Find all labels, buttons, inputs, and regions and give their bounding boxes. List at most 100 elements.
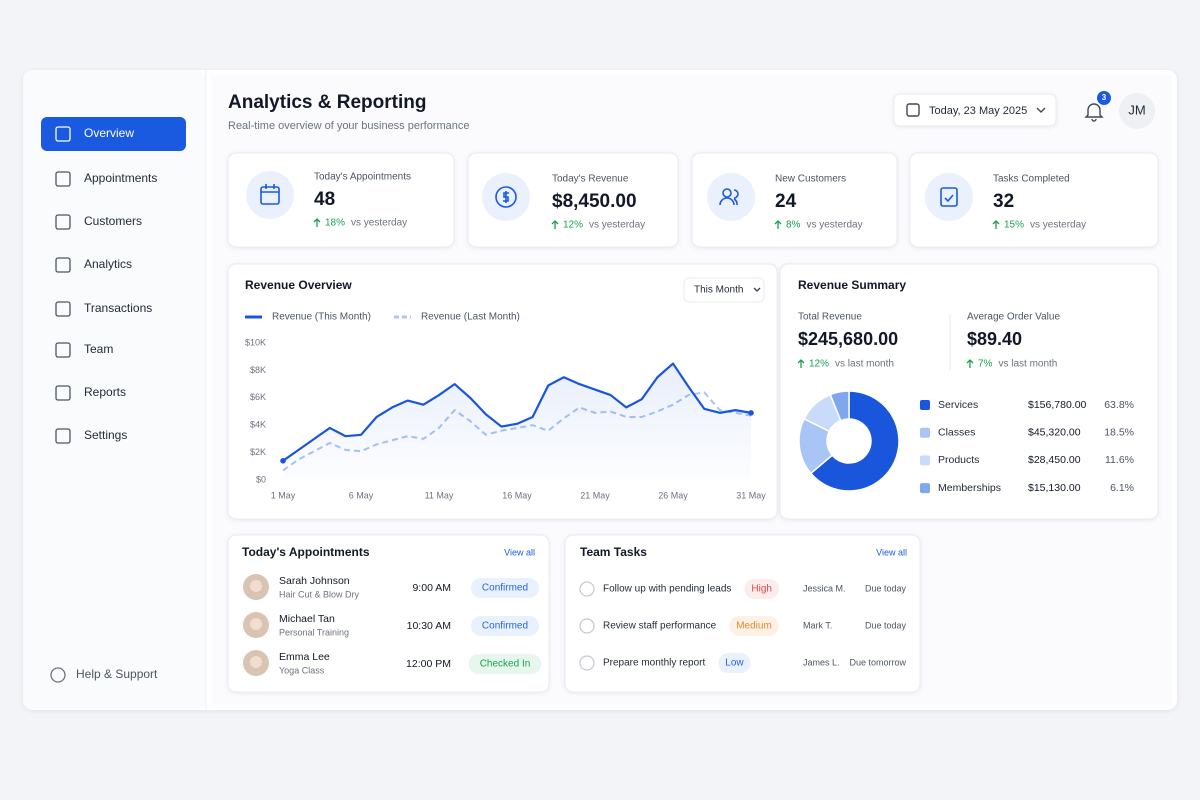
y-tick-label: $6K	[250, 392, 266, 402]
task-checkbox[interactable]	[579, 581, 595, 597]
nav-item[interactable]: Appointments	[84, 171, 157, 185]
summary-value: $245,680.00	[798, 329, 898, 349]
appointments-card	[227, 534, 550, 693]
nav-icon	[55, 126, 71, 142]
kpi-value: 32	[993, 191, 1014, 212]
status-pill-text: Low	[725, 658, 744, 669]
date-label[interactable]: Today, 23 May 2025	[929, 105, 1027, 117]
trend-compare: vs yesterday	[589, 220, 645, 231]
legend-percent: 63.8%	[1104, 399, 1134, 411]
period-select[interactable]	[683, 277, 765, 303]
nav-icon	[55, 171, 71, 187]
legend-amount: $15,130.00	[1028, 482, 1081, 494]
status-pill	[470, 616, 540, 636]
task-due: Due today	[865, 620, 907, 630]
help-icon[interactable]	[50, 667, 66, 683]
status-pill	[718, 653, 751, 673]
summary-value: $89.40	[967, 329, 1022, 349]
x-tick-label: 11 May	[425, 490, 454, 500]
help-link[interactable]: Help & Support	[76, 667, 158, 681]
summary-label: Average Order Value	[967, 312, 1060, 323]
nav-icon	[55, 385, 71, 401]
legend-label: Services	[938, 399, 978, 411]
nav-item[interactable]: Settings	[84, 428, 127, 442]
legend-label: Memberships	[938, 482, 1001, 494]
trend-change: 12%	[563, 220, 583, 231]
y-tick-label: $10K	[245, 337, 266, 347]
task-checkbox[interactable]	[579, 618, 595, 634]
nav-item[interactable]: Analytics	[84, 257, 132, 271]
chart-title: Revenue Overview	[245, 278, 352, 292]
nav-item[interactable]: Transactions	[84, 301, 152, 315]
badge	[1097, 91, 1111, 105]
y-tick-label: $4K	[250, 420, 266, 430]
avatar-face	[250, 580, 262, 592]
task-assignee: Jessica M.	[803, 583, 846, 593]
kpi-card	[909, 152, 1159, 248]
avatar[interactable]	[1119, 93, 1155, 129]
legend-swatch	[920, 427, 930, 438]
kpi-label: New Customers	[775, 174, 846, 185]
avatar-face	[250, 618, 262, 630]
y-tick-label: $0	[256, 474, 266, 484]
chevron	[1036, 107, 1046, 113]
legend-percent: 11.6%	[1105, 454, 1134, 466]
nav-item[interactable]: Team	[84, 342, 113, 356]
task-due: Due tomorrow	[849, 657, 906, 667]
status-pill-text: Medium	[736, 621, 772, 632]
x-tick-label: 6 May	[349, 490, 374, 500]
nav-icon	[55, 257, 71, 273]
service-name: Hair Cut & Blow Dry	[279, 589, 360, 599]
nav-item[interactable]: Customers	[84, 214, 142, 228]
view-all-link[interactable]: View all	[504, 547, 535, 557]
trend-compare: vs yesterday	[351, 218, 407, 229]
client-name: Sarah Johnson	[279, 575, 350, 587]
task-due: Due today	[865, 583, 907, 593]
legend-amount: $45,320.00	[1028, 426, 1081, 438]
pie-slice	[809, 390, 900, 492]
x-tick-label: 26 May	[658, 490, 688, 500]
period-label[interactable]: This Month	[694, 285, 743, 296]
legend-amount: $156,780.00	[1028, 399, 1087, 411]
trend-compare: vs last month	[835, 359, 894, 370]
legend-amount: $28,450.00	[1028, 454, 1081, 466]
service-name: Personal Training	[279, 627, 349, 637]
legend-label: Products	[938, 454, 979, 466]
legend-label: Revenue (Last Month)	[421, 312, 520, 323]
series-line	[282, 362, 752, 462]
kpi-label: Today's Appointments	[314, 172, 411, 183]
nav-item[interactable]: Reports	[84, 385, 126, 399]
status-pill-text: Confirmed	[482, 583, 528, 594]
area-fill	[283, 363, 751, 480]
trend-arrow	[992, 220, 1000, 229]
nav-icon	[55, 301, 71, 317]
status-pill	[470, 578, 540, 598]
legend-swatch	[920, 483, 930, 494]
user-initials[interactable]: JM	[1128, 102, 1145, 117]
page-title: Analytics & Reporting	[228, 92, 426, 113]
service-name: Yoga Class	[279, 665, 325, 675]
notification-count: 3	[1102, 93, 1107, 102]
y-tick-label: $8K	[250, 365, 266, 375]
trend-compare: vs yesterday	[806, 220, 862, 231]
view-all-link[interactable]: View all	[876, 547, 907, 557]
status-pill	[468, 654, 542, 674]
task-checkbox[interactable]	[579, 655, 595, 671]
active-nav[interactable]	[41, 117, 186, 151]
kpi-glyphs	[260, 184, 958, 208]
bell-icon[interactable]	[1084, 103, 1104, 122]
date-picker[interactable]	[893, 93, 1057, 127]
card-title: Team Tasks	[580, 545, 647, 559]
nav-item[interactable]: Overview	[84, 126, 134, 140]
task-assignee: James L.	[803, 657, 840, 667]
kpi-label: Today's Revenue	[552, 174, 629, 185]
nav-icon	[55, 428, 71, 444]
header-icons	[753, 103, 1104, 292]
client-name: Emma Lee	[279, 651, 330, 663]
trend-change: 8%	[786, 220, 801, 231]
trend-change: 12%	[809, 359, 829, 370]
kpi-value: 48	[314, 189, 335, 210]
chart-title: Revenue Summary	[798, 278, 906, 292]
page-subtitle: Real-time overview of your business perf…	[228, 120, 470, 132]
